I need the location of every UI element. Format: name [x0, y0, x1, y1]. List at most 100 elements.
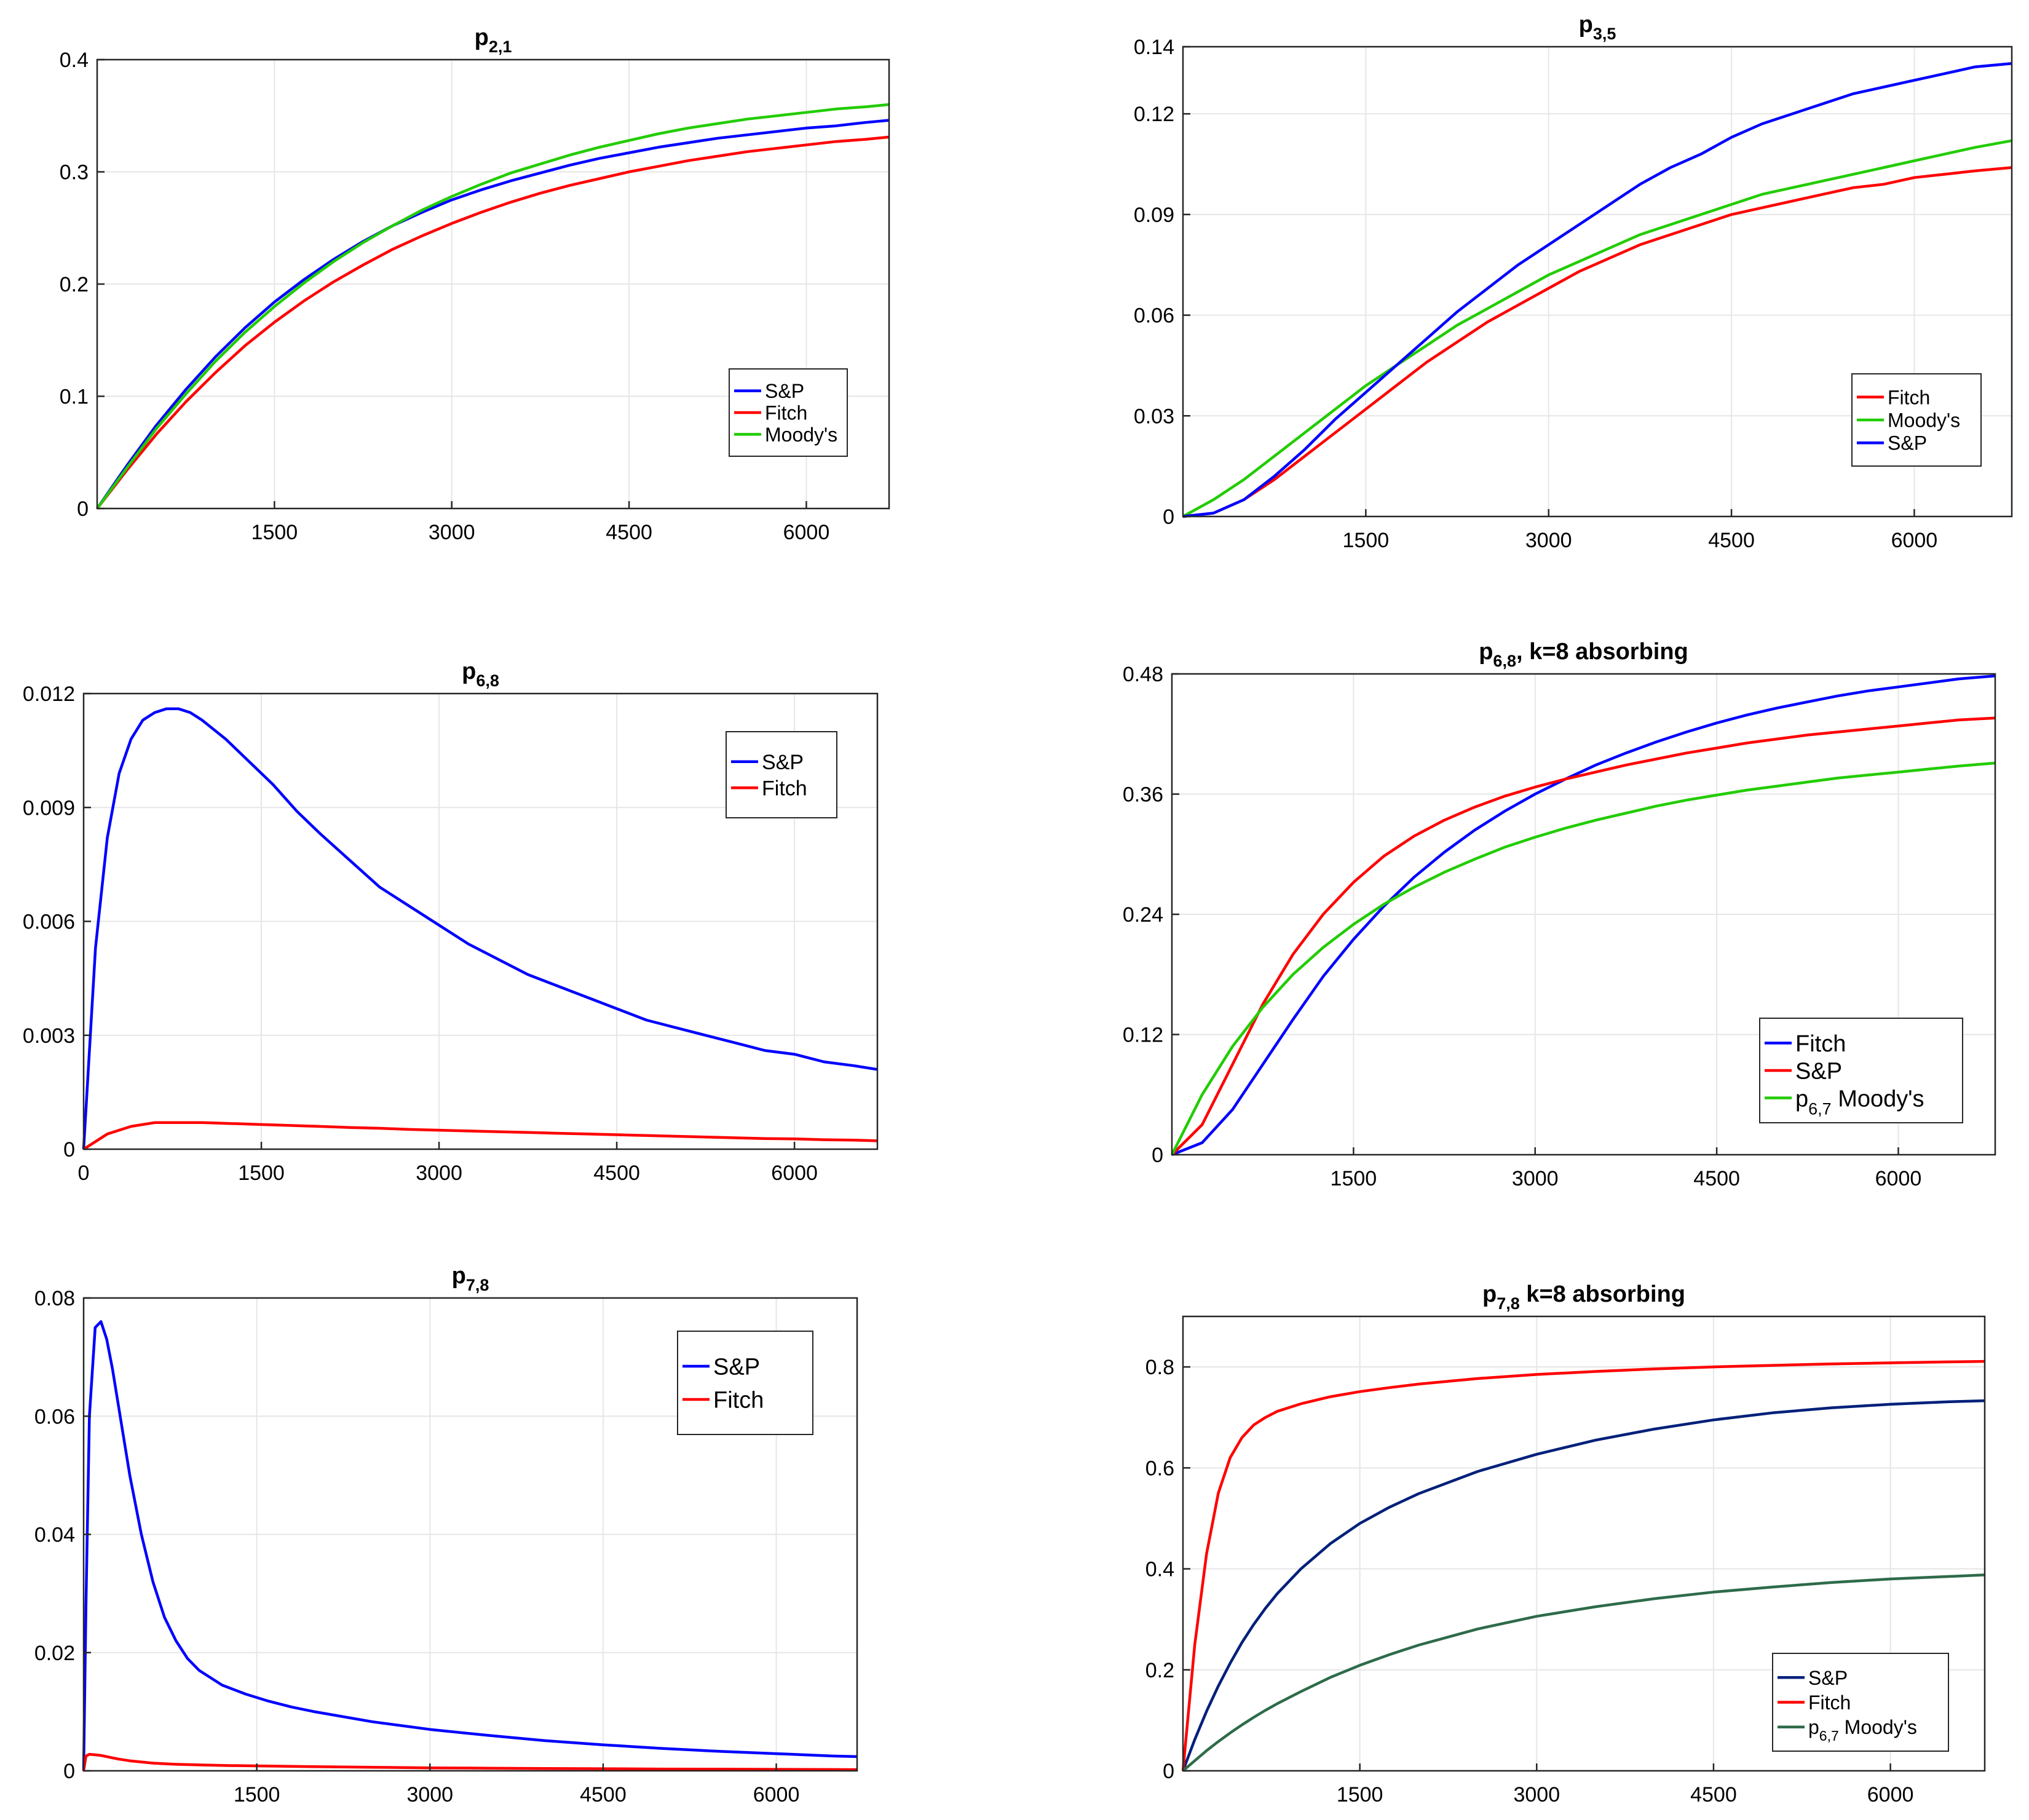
- series-line-2: [1171, 716, 1996, 1156]
- y-tick-label: 0.36: [1123, 783, 1163, 807]
- subplot-6: 1500 3000 4500 6000 0 0.2 0.4 0.6 0.8 p7,8 k=8 ab…: [1145, 1281, 1986, 1806]
- legend-label: S&P: [713, 1355, 760, 1380]
- x-tick-label: 3000: [406, 1783, 453, 1806]
- x-tick-label: 4500: [606, 521, 652, 544]
- legend-label: Moody's: [765, 424, 837, 446]
- x-tick-label: 1500: [1337, 1783, 1383, 1806]
- y-tick-label: 0.12: [1123, 1024, 1163, 1047]
- x-tick-label: 1500: [251, 521, 298, 544]
- x-tick-label: 6000: [783, 521, 830, 544]
- y-tick-label: 0.24: [1123, 903, 1163, 927]
- y-tick-label: 0: [77, 497, 89, 521]
- legend: S&P Fitch: [677, 1331, 813, 1435]
- series-line-1: [1182, 166, 2012, 518]
- y-tick-label: 0: [1152, 1144, 1163, 1167]
- series-line-2: [1182, 139, 2012, 518]
- y-tick-label: 0.02: [34, 1642, 75, 1665]
- y-tick-label: 0: [1163, 505, 1174, 529]
- legend-label: Fitch: [713, 1388, 764, 1414]
- y-tick-label: 0.4: [60, 49, 89, 72]
- y-tick-label: 0.12: [1134, 103, 1174, 126]
- y-tick-label: 0.003: [23, 1024, 75, 1048]
- x-tick-label: 6000: [771, 1161, 818, 1185]
- x-tick-label: 4500: [580, 1783, 627, 1806]
- legend-box: [726, 731, 837, 818]
- y-tick-label: 0.2: [60, 273, 89, 296]
- legend-box: [1759, 1018, 1963, 1123]
- legend-label: Fitch: [765, 402, 807, 424]
- y-tick-label: 0.6: [1145, 1457, 1174, 1480]
- series-line-1: [96, 119, 890, 510]
- series-line-3: [1182, 62, 2012, 518]
- y-tick-label: 0.006: [23, 911, 75, 934]
- series-line-3: [96, 103, 890, 510]
- series-line-1: [1171, 675, 1996, 1157]
- y-tick-label: 0.03: [1134, 405, 1174, 428]
- y-tick-label: 0.06: [1134, 304, 1174, 328]
- y-tick-label: 0.8: [1145, 1356, 1174, 1379]
- y-tick-label: 0.48: [1123, 663, 1163, 686]
- series-line-2: [1181, 1359, 1985, 1771]
- y-tick-label: 0: [63, 1760, 75, 1783]
- series-line-2: [96, 135, 890, 510]
- chart-title: p2,1: [475, 25, 512, 56]
- y-tick-label: 0.14: [1134, 36, 1174, 59]
- series-line-1: [82, 707, 878, 1150]
- y-tick-label: 0.012: [23, 682, 75, 706]
- chart-title: p6,8, k=8 absorbing: [1479, 639, 1688, 670]
- legend-label: S&P: [762, 751, 804, 774]
- legend: S&P Fitch: [726, 731, 837, 818]
- x-tick-label: 3000: [1512, 1167, 1559, 1190]
- axes-box: [1182, 46, 2013, 518]
- x-tick-label: 1500: [238, 1161, 285, 1185]
- y-tick-label: 0.3: [60, 161, 89, 184]
- series-line-3: [1182, 1573, 1985, 1772]
- y-tick-label: 0.009: [23, 796, 75, 820]
- x-tick-label: 1500: [1331, 1167, 1377, 1190]
- subplot-3: 0 1500 3000 4500 6000 0 0.003 0.006 0.009 0.012 p6…: [23, 659, 879, 1185]
- series-line-1: [1181, 1399, 1985, 1771]
- y-tick-label: 0.06: [34, 1405, 75, 1428]
- x-tick-label: 3000: [1513, 1783, 1560, 1806]
- legend-label: Fitch: [1888, 386, 1930, 408]
- legend-box: [677, 1331, 813, 1435]
- chart-title: p3,5: [1579, 12, 1616, 43]
- x-tick-label: 4500: [1708, 529, 1755, 552]
- x-tick-label: 4500: [1690, 1783, 1737, 1806]
- legend-label: Fitch: [1795, 1031, 1846, 1057]
- y-tick-label: 0.09: [1134, 204, 1174, 227]
- legend-label: S&P: [1888, 432, 1927, 454]
- subplot-2: 1500 3000 4500 6000 0 0.03 0.06 0.09 0.12 0.14 p3,…: [1134, 12, 2013, 552]
- x-tick-label: 0: [78, 1161, 90, 1185]
- legend-label: p6,7 Moody's: [1808, 1716, 1917, 1744]
- subplot-4: 1500 3000 4500 6000 0 0.12 0.24 0.36 0.48 p6,8, k…: [1123, 639, 1996, 1190]
- legend-label: Moody's: [1888, 410, 1960, 432]
- series-line-1: [82, 1320, 858, 1771]
- legend-label: S&P: [1795, 1059, 1842, 1085]
- x-tick-label: 6000: [1867, 1783, 1914, 1806]
- axes-box: [1182, 1315, 1986, 1772]
- series-line-2: [82, 1121, 878, 1150]
- y-tick-label: 0: [1163, 1760, 1174, 1783]
- y-tick-label: 0.04: [34, 1524, 75, 1547]
- x-tick-label: 6000: [1891, 529, 1938, 552]
- x-tick-label: 4500: [593, 1161, 640, 1185]
- subplot-5: 1500 3000 4500 6000 0 0.02 0.04 0.06 0.08 p7,8 S&P…: [34, 1263, 858, 1806]
- x-tick-label: 1500: [1343, 529, 1390, 552]
- y-tick-label: 0.2: [1145, 1659, 1174, 1682]
- x-tick-label: 6000: [1875, 1167, 1922, 1190]
- chart-title: p7,8 k=8 absorbing: [1482, 1281, 1685, 1313]
- y-tick-label: 0.1: [60, 386, 89, 409]
- legend-label: Fitch: [762, 777, 807, 800]
- legend-label: S&P: [765, 380, 804, 402]
- chart-title: p7,8: [452, 1263, 489, 1294]
- subplot-1: 1500 3000 4500 6000 0 0.1 0.2 0.3 0.4 p2,1 S&PFitc…: [60, 25, 890, 544]
- legend-label: S&P: [1808, 1667, 1848, 1689]
- x-tick-label: 3000: [429, 521, 475, 544]
